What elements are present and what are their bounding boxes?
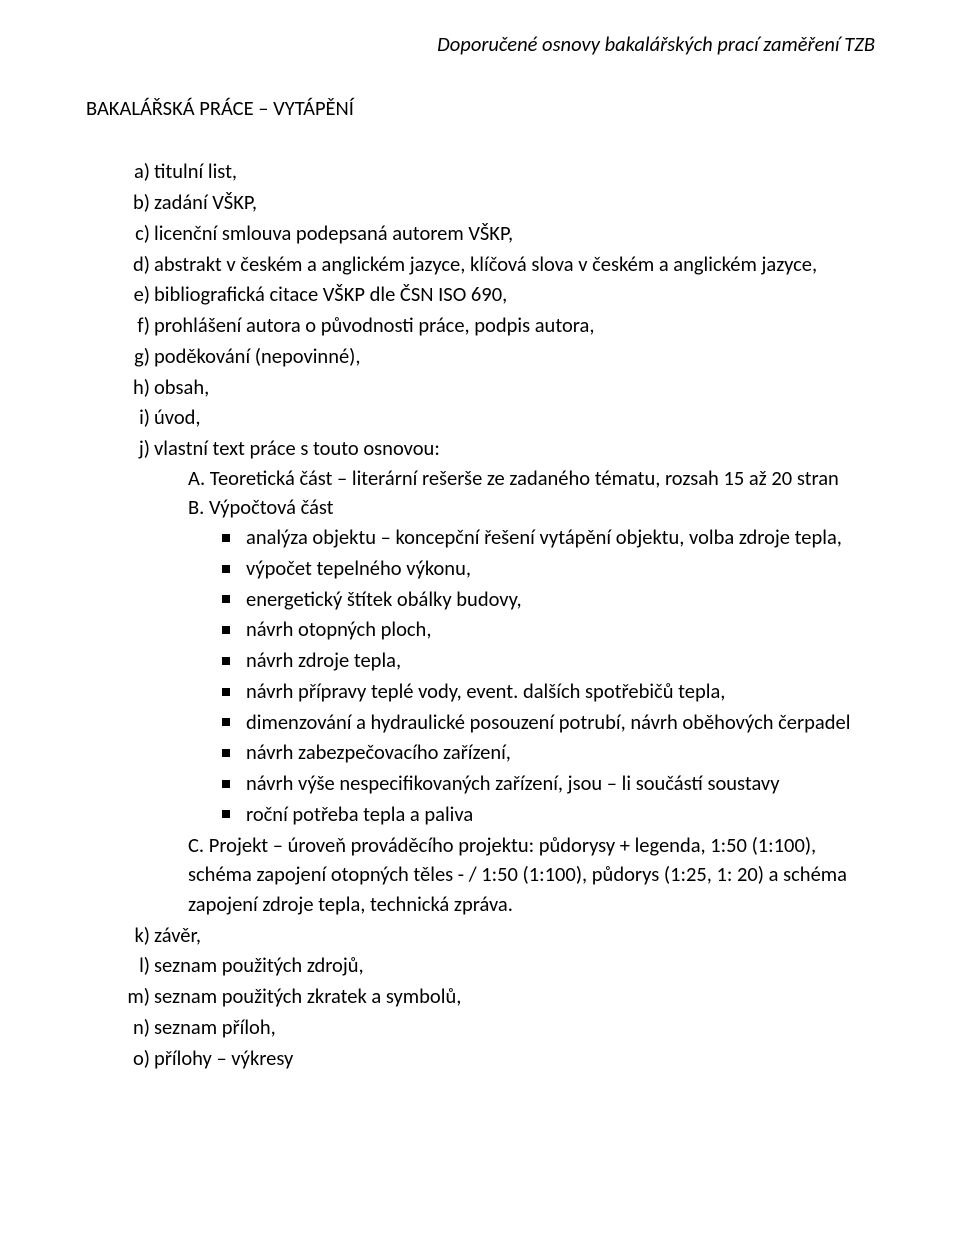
outline-list: a)titulní list, b)zadání VŠKP, c)licenčn… [130,157,875,1073]
marker-l: l) [120,951,150,981]
text-a: titulní list, [154,158,237,184]
marker-i: i) [120,403,150,433]
text-g: poděkování (nepovinné), [154,343,361,369]
bullet-9: roční potřeba tepla a paliva [246,800,875,830]
item-c: c)licenční smlouva podepsaná autorem VŠK… [120,219,875,249]
text-h: obsah, [154,374,209,400]
bullet-4: návrh zdroje tepla, [246,646,875,676]
marker-o: o) [120,1044,150,1074]
marker-d: d) [120,250,150,280]
text-d: abstrakt v českém a anglickém jazyce, kl… [154,251,817,277]
marker-m: m) [120,982,150,1012]
text-b: zadání VŠKP, [154,189,257,215]
text-e: bibliografická citace VŠKP dle ČSN ISO 6… [154,281,507,307]
item-b: b)zadání VŠKP, [120,188,875,218]
bullet-8: návrh výše nespecifikovaných zařízení, j… [246,769,875,799]
bullet-1: výpočet tepelného výkonu, [246,554,875,584]
marker-c: c) [120,219,150,249]
marker-n: n) [120,1013,150,1043]
text-c: licenční smlouva podepsaná autorem VŠKP, [154,220,513,246]
page-header: Doporučené osnovy bakalářských prací zam… [130,30,875,60]
sub-b: B. Výpočtová část [154,493,875,523]
bullet-6: dimenzování a hydraulické posouzení potr… [246,708,875,738]
text-f: prohlášení autora o původnosti práce, po… [154,312,594,338]
document-title: BAKALÁŘSKÁ PRÁCE – VYTÁPĚNÍ [86,94,875,124]
item-g: g)poděkování (nepovinné), [120,342,875,372]
bullet-list: analýza objektu – koncepční řešení vytáp… [154,523,875,829]
sub-c: C. Projekt – úroveň prováděcího projektu… [154,831,875,920]
text-n: seznam příloh, [154,1014,276,1040]
bullet-3: návrh otopných ploch, [246,615,875,645]
text-o: přílohy – výkresy [154,1045,293,1071]
item-f: f)prohlášení autora o původnosti práce, … [120,311,875,341]
bullet-7: návrh zabezpečovacího zařízení, [246,738,875,768]
item-m: m)seznam použitých zkratek a symbolů, [120,982,875,1012]
item-j: j)vlastní text práce s touto osnovou: A.… [120,434,875,920]
text-m: seznam použitých zkratek a symbolů, [154,983,461,1009]
marker-k: k) [120,921,150,951]
marker-h: h) [120,373,150,403]
item-i: i)úvod, [120,403,875,433]
marker-a: a) [120,157,150,187]
marker-b: b) [120,188,150,218]
item-e: e)bibliografická citace VŠKP dle ČSN ISO… [120,280,875,310]
text-l: seznam použitých zdrojů, [154,952,364,978]
item-d: d)abstrakt v českém a anglickém jazyce, … [120,250,875,280]
marker-e: e) [120,280,150,310]
bullet-0: analýza objektu – koncepční řešení vytáp… [246,523,875,553]
text-j: vlastní text práce s touto osnovou: [154,435,440,461]
item-o: o)přílohy – výkresy [120,1044,875,1074]
item-l: l)seznam použitých zdrojů, [120,951,875,981]
bullet-5: návrh přípravy teplé vody, event. dalšíc… [246,677,875,707]
sub-a: A. Teoretická část – literární rešerše z… [154,464,875,494]
bullet-2: energetický štítek obálky budovy, [246,585,875,615]
text-k: závěr, [154,922,201,948]
text-i: úvod, [154,404,201,430]
marker-j: j) [120,434,150,464]
item-k: k)závěr, [120,921,875,951]
item-n: n)seznam příloh, [120,1013,875,1043]
marker-g: g) [120,342,150,372]
item-h: h)obsah, [120,373,875,403]
item-a: a)titulní list, [120,157,875,187]
marker-f: f) [120,311,150,341]
